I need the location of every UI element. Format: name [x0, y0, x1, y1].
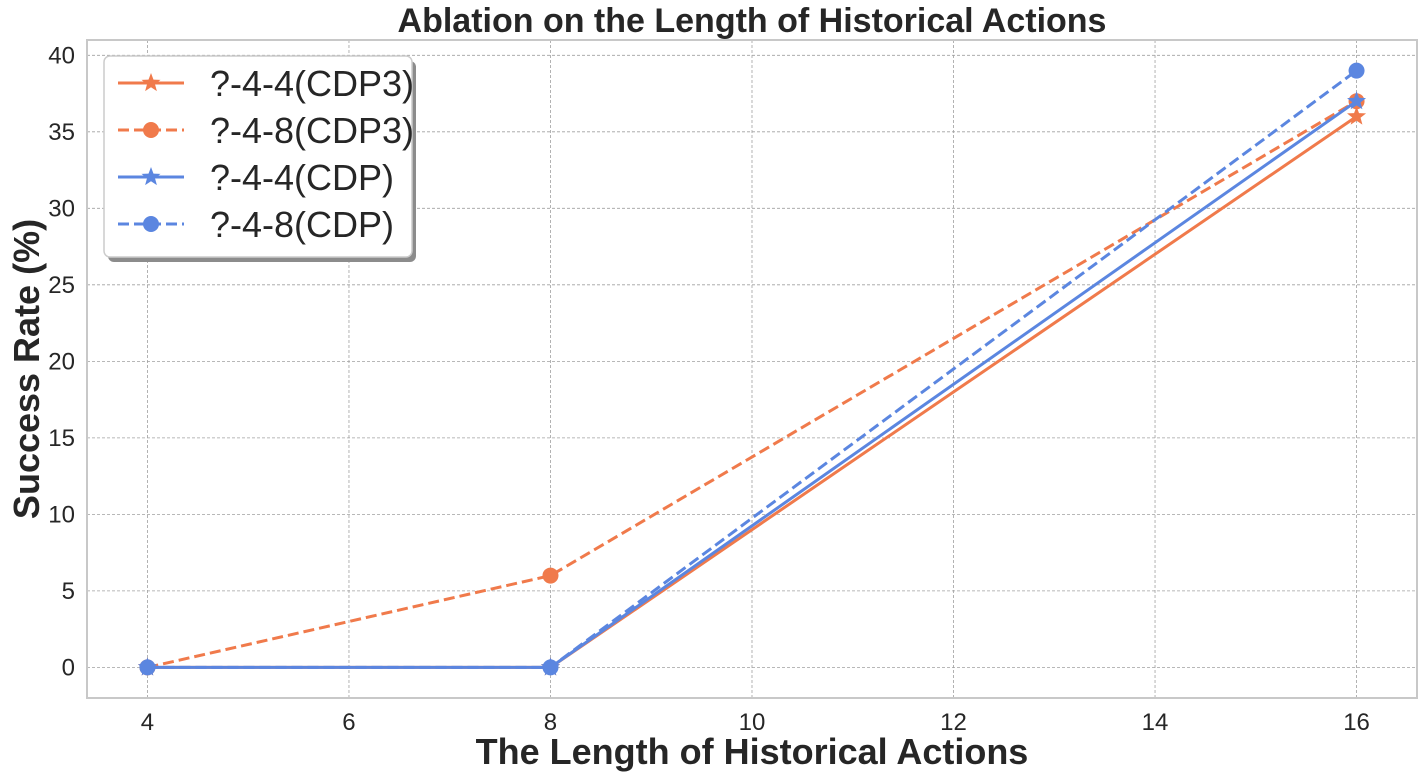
legend-marker	[141, 73, 161, 92]
x-tick-label: 12	[940, 709, 967, 736]
legend-entry: ?-4-4(CDP3)	[118, 63, 414, 104]
data-point	[542, 567, 559, 584]
legend-entry: ?-4-4(CDP)	[118, 157, 394, 198]
x-axis-label: The Length of Historical Actions	[476, 731, 1029, 772]
legend-entry: ?-4-8(CDP3)	[118, 110, 414, 151]
x-tick-label: 4	[141, 709, 154, 736]
y-tick-label: 10	[48, 501, 75, 528]
y-tick-label: 35	[48, 119, 75, 146]
x-tick-label: 16	[1343, 709, 1370, 736]
chart-title: Ablation on the Length of Historical Act…	[398, 2, 1107, 40]
legend-label: ?-4-4(CDP3)	[210, 63, 414, 104]
data-point	[1348, 62, 1365, 79]
legend-entry: ?-4-8(CDP)	[118, 204, 394, 245]
legend-marker	[143, 216, 159, 232]
data-point	[1347, 91, 1367, 110]
plot-frame	[86, 39, 1418, 699]
legend-marker	[143, 122, 159, 138]
legend-marker	[141, 167, 161, 186]
x-tick-label: 6	[342, 709, 355, 736]
series-3	[139, 62, 1365, 676]
y-tick-label: 25	[48, 272, 75, 299]
y-axis-label: Success Rate (%)	[6, 219, 47, 519]
legend: ?-4-4(CDP3) ?-4-8(CDP3) ?-4-4(CDP) ?-4-8(CD…	[103, 55, 416, 262]
x-tick-label: 8	[544, 709, 557, 736]
y-tick-label: 15	[48, 425, 75, 452]
x-tick-label: 10	[739, 709, 766, 736]
y-tick-label: 20	[48, 348, 75, 375]
data-point	[542, 659, 559, 676]
legend-label: ?-4-4(CDP)	[210, 157, 394, 198]
y-tick-label: 5	[62, 578, 75, 605]
series-lines	[137, 62, 1367, 676]
legend-box	[103, 55, 413, 258]
legend-label: ?-4-8(CDP)	[210, 204, 394, 245]
y-tick-label: 0	[62, 654, 75, 681]
x-tick-label: 14	[1142, 709, 1169, 736]
y-tick-label: 30	[48, 195, 75, 222]
data-point	[139, 659, 156, 676]
axis-ticks: 4 6 8 10 12 14 16 0 5 10 15 20 25 30 35 40	[48, 42, 1370, 736]
y-tick-label: 40	[48, 42, 75, 69]
series-line	[147, 99, 1358, 669]
data-point	[1347, 106, 1367, 125]
legend-label: ?-4-8(CDP3)	[210, 110, 414, 151]
